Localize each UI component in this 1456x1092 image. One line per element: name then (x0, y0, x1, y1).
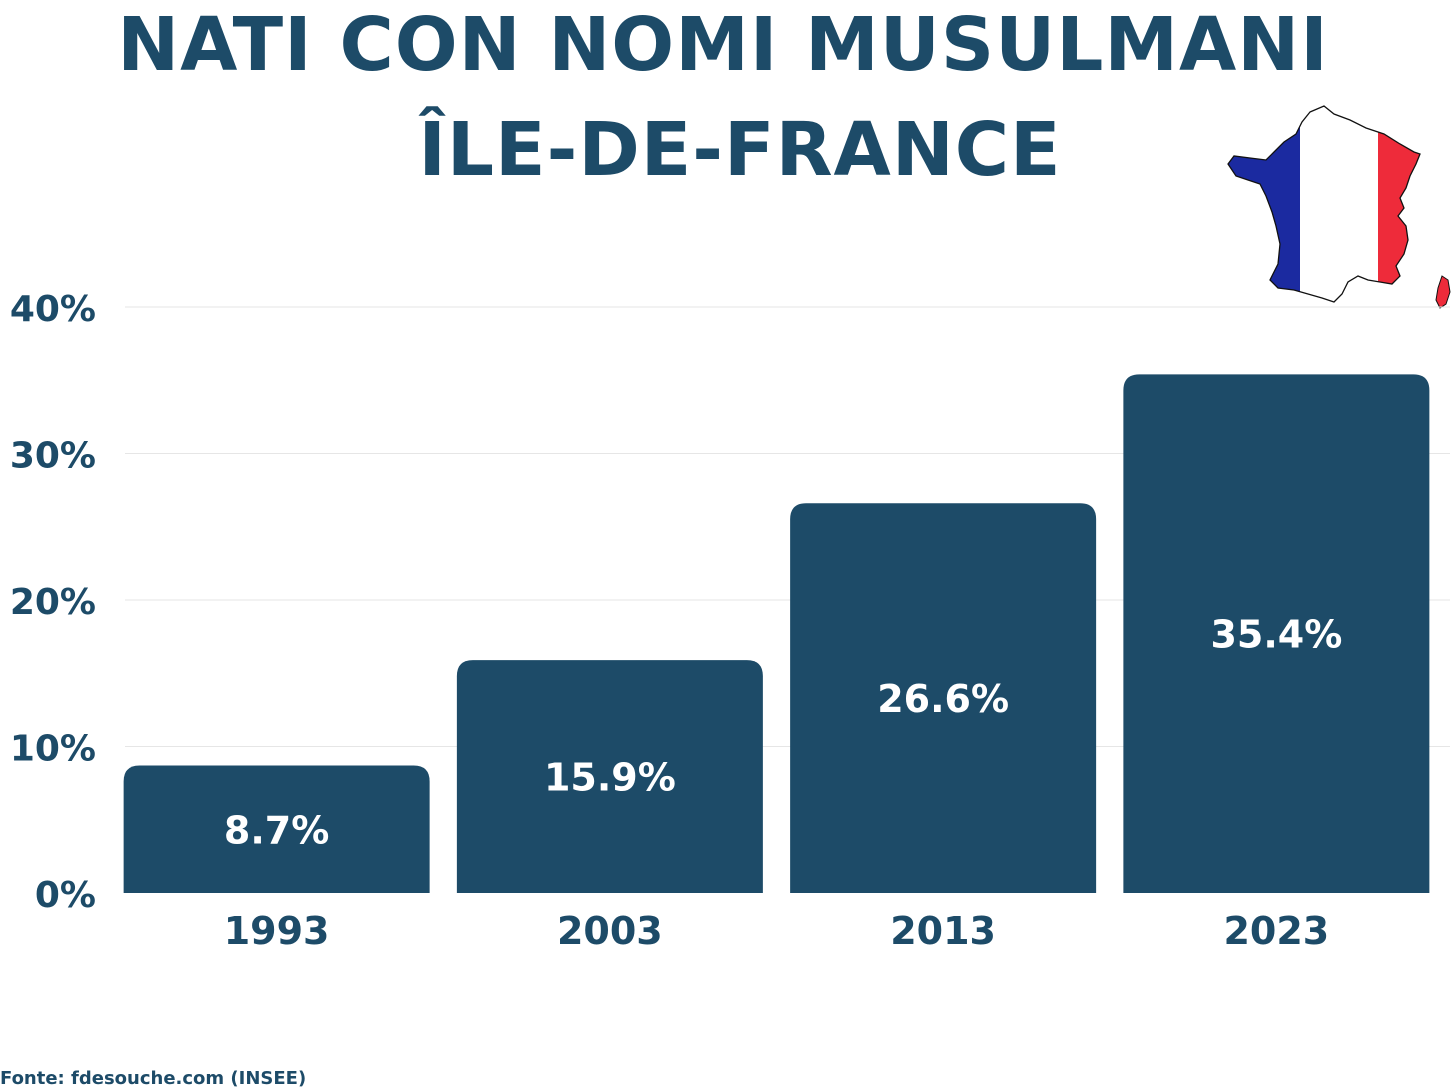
x-tick-label-2023: 2023 (1223, 909, 1329, 953)
y-tick-label: 20% (10, 582, 96, 623)
source-note: Fonte: fdesouche.com (INSEE) (0, 1068, 307, 1089)
y-tick-label: 10% (10, 729, 96, 770)
flag-white-band (1300, 106, 1378, 302)
bars (123, 374, 1430, 893)
chart-subtitle: ÎLE-DE-FRANCE (418, 107, 1062, 193)
y-tick-label: 0% (35, 875, 96, 916)
corsica-island (1435, 275, 1451, 309)
france-flag-map-icon (1227, 105, 1451, 309)
y-tick-label: 40% (10, 289, 96, 330)
bar-2003 (456, 660, 763, 893)
bar-2023 (1123, 374, 1430, 893)
x-tick-label-2003: 2003 (557, 909, 663, 953)
chart-title: NATI CON NOMI MUSULMANI (117, 2, 1329, 88)
x-tick-label-1993: 1993 (224, 909, 330, 953)
data-label-2023: 35.4% (1210, 613, 1342, 657)
data-label-2003: 15.9% (544, 756, 676, 800)
data-labels: 8.7% 15.9% 26.6% 35.4% (224, 613, 1342, 853)
x-axis-tick-labels: 1993 2003 2013 2023 (224, 909, 1330, 953)
x-tick-label-2013: 2013 (890, 909, 996, 953)
data-label-2013: 26.6% (877, 677, 1009, 721)
data-label-1993: 8.7% (224, 808, 329, 852)
france-outline (1227, 105, 1421, 303)
y-axis-tick-labels: 0% 10% 20% 30% 40% (10, 289, 96, 916)
bar-2013 (790, 503, 1097, 893)
bar-chart: 0% 10% 20% 30% 40% 8.7% 15.9% 26.6% 35.4% 1993 2… (10, 289, 1450, 953)
y-tick-label: 30% (10, 436, 96, 477)
bar-1993 (123, 765, 430, 893)
